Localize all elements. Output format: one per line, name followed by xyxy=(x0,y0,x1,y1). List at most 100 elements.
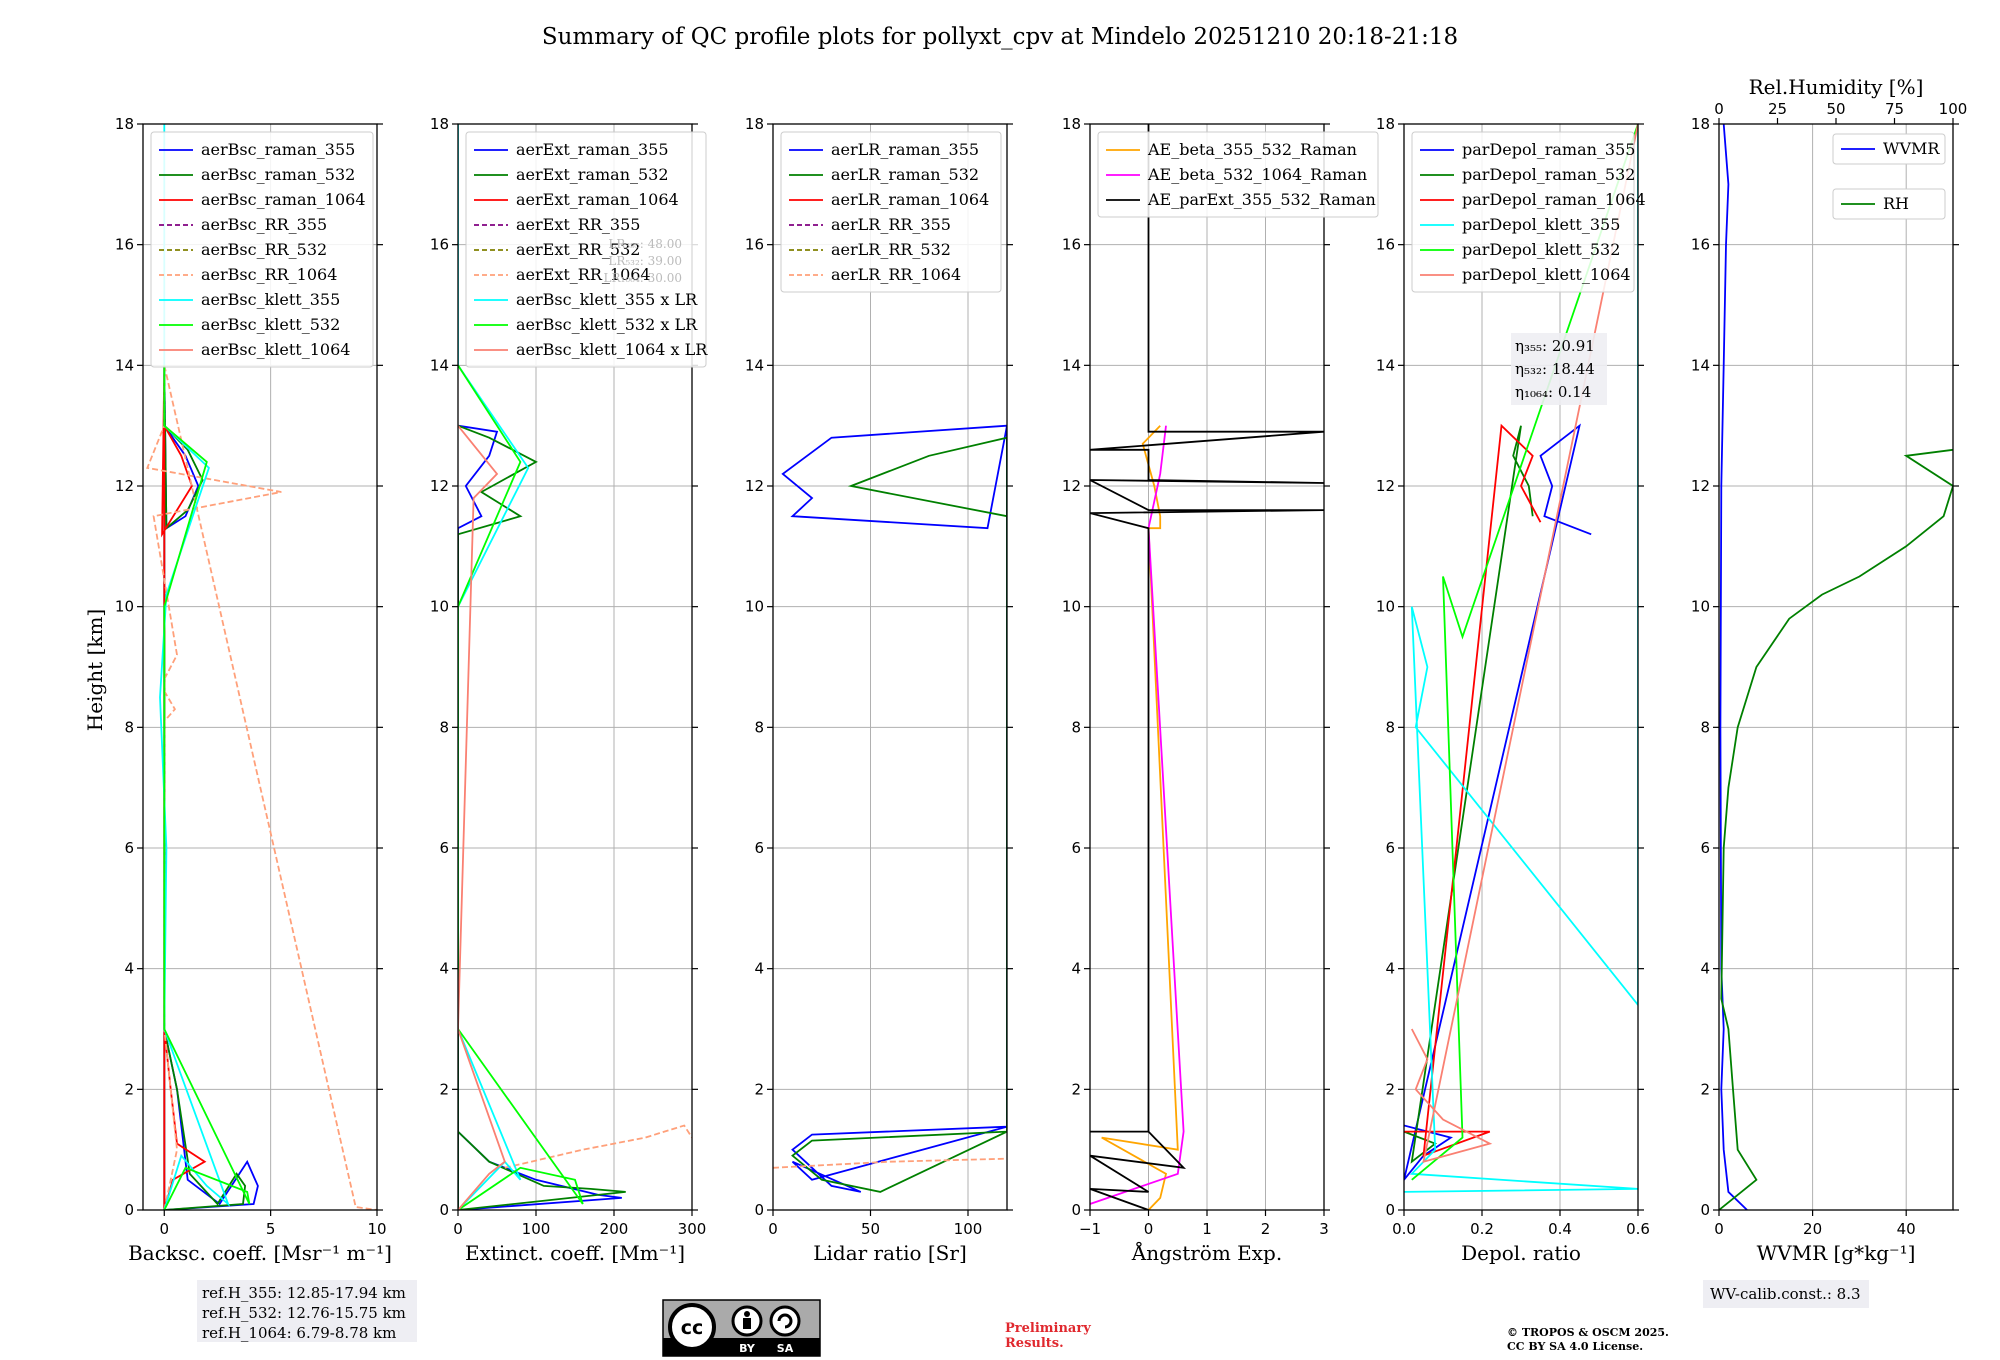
series-line-aerBsc_klett_355 xyxy=(159,124,231,1210)
x-tick-label: 0.0 xyxy=(1392,1220,1416,1238)
y-tick-label: 8 xyxy=(1071,718,1081,736)
y-tick-label: 18 xyxy=(430,115,449,133)
top-tick-label: 100 xyxy=(1939,100,1968,118)
legend-angstrom: AE_beta_355_532_Raman AE_beta_532_1064_Ra… xyxy=(1097,131,1379,218)
legend-label: aerBsc_raman_1064 xyxy=(201,190,366,209)
legend-backscatter: aerBsc_raman_355 aerBsc_raman_532 aerBsc_r… xyxy=(150,131,374,368)
legend-box xyxy=(1832,133,1946,165)
legend-label: aerBsc_klett_532 xyxy=(201,315,340,334)
legend-box xyxy=(1097,131,1379,218)
x-tick-label: 40 xyxy=(1897,1220,1916,1238)
y-axis-label: Height [km] xyxy=(83,609,107,731)
series-line-RH xyxy=(1719,448,1953,1210)
annotation-text: η₃₅₅: 20.91 xyxy=(1515,337,1595,355)
y-tick-label: 6 xyxy=(1385,839,1395,857)
axes-frame xyxy=(1403,123,1639,1211)
y-tick-label: 18 xyxy=(745,115,764,133)
sa-label: SA xyxy=(777,1342,794,1355)
series-line-aerLR_RR_1064 xyxy=(773,1157,1007,1169)
legend-label: aerExt_RR_532 xyxy=(516,240,640,259)
legend-label: aerLR_raman_355 xyxy=(831,140,979,159)
legend-label: aerBsc_raman_532 xyxy=(201,165,355,184)
annotation-text: LR₃₅₅: 48.00 xyxy=(608,237,682,251)
series-line-aerExt_RR_1064 xyxy=(504,1124,692,1169)
legend-label: RH xyxy=(1883,194,1909,213)
annotation-box xyxy=(1511,333,1607,405)
panel-depol: 0 2 4 6 8 10 12 14 16 18 0.0 0.2 0.4 0.6 Depol. ratio p… xyxy=(1376,115,1650,1265)
series-line-parDepol_klett_532 xyxy=(1411,124,1638,1181)
y-tick-label: 14 xyxy=(115,356,134,374)
top-tick-label: 75 xyxy=(1885,100,1904,118)
y-tick-label: 18 xyxy=(1062,115,1081,133)
legend-label: parDepol_klett_355 xyxy=(1462,215,1620,234)
legend-label: aerExt_RR_1064 xyxy=(516,265,651,284)
x-tick-label: 1 xyxy=(1202,1220,1212,1238)
x-tick-label: 5 xyxy=(266,1220,276,1238)
y-tick-label: 18 xyxy=(1691,115,1710,133)
series-line-aerBsc_raman_355 xyxy=(163,365,259,1210)
legend-label: AE_beta_355_532_Raman xyxy=(1147,140,1357,159)
cc-license-badge: cc BY SA xyxy=(662,1299,821,1357)
panel-backscatter: 0 2 4 6 8 10 12 14 16 18 0 5 10 Backsc. coeff. [Msr⁻¹… xyxy=(115,115,392,1265)
legend-entry-RH: RH xyxy=(1832,188,1946,220)
x-tick-label: 0 xyxy=(1714,1220,1724,1238)
y-tick-label: 16 xyxy=(745,236,764,254)
series-line-parDepol_raman_1064 xyxy=(1404,423,1542,1158)
copyright-line-1: © TROPOS & OSCM 2025. xyxy=(1507,1326,1669,1339)
y-tick-label: 2 xyxy=(1071,1080,1081,1098)
ref-height-355: ref.H_355: 12.85-17.94 km xyxy=(202,1284,406,1302)
x-tick-label: 20 xyxy=(1803,1220,1822,1238)
legend-label: aerBsc_RR_355 xyxy=(201,215,327,234)
x-tick-label: 50 xyxy=(861,1220,880,1238)
wv-calib-constant: WV-calib.const.: 8.3 xyxy=(1710,1285,1861,1303)
panel-lidar_ratio: 0 2 4 6 8 10 12 14 16 18 0 50 100 Lidar ratio [Sr] aer… xyxy=(745,115,1013,1265)
figure-title: Summary of QC profile plots for pollyxt_… xyxy=(542,24,1458,50)
y-tick-label: 4 xyxy=(1071,960,1081,978)
y-tick-label: 12 xyxy=(1062,477,1081,495)
series-group-lidar_ratio xyxy=(773,424,1007,1193)
legend-label: aerExt_raman_1064 xyxy=(516,190,679,209)
legend-label: parDepol_klett_1064 xyxy=(1462,265,1631,284)
legend-label: aerLR_RR_532 xyxy=(831,240,951,259)
y-tick-label: 0 xyxy=(124,1201,134,1219)
x-axis-label: Lidar ratio [Sr] xyxy=(813,1241,967,1265)
legend-label: aerLR_RR_355 xyxy=(831,215,951,234)
y-tick-label: 8 xyxy=(754,718,764,736)
y-tick-label: 0 xyxy=(439,1201,449,1219)
legend-label: aerExt_raman_355 xyxy=(516,140,669,159)
ref-height-532: ref.H_532: 12.76-15.75 km xyxy=(202,1304,406,1322)
x-axis-label: Depol. ratio xyxy=(1461,1241,1581,1265)
y-tick-label: 2 xyxy=(1700,1080,1710,1098)
series-line-aerBsc_raman_532 xyxy=(163,365,247,1210)
series-group-angstrom xyxy=(1090,124,1324,1210)
top-tick-label: 50 xyxy=(1826,100,1845,118)
y-tick-label: 6 xyxy=(124,839,134,857)
y-tick-label: 12 xyxy=(745,477,764,495)
legend-label: WVMR xyxy=(1883,139,1940,158)
x-tick-label: 0 xyxy=(1144,1220,1154,1238)
preliminary-label: Preliminary xyxy=(1005,1321,1091,1336)
preliminary-label-2: Results. xyxy=(1005,1336,1064,1351)
y-tick-label: 0 xyxy=(1700,1201,1710,1219)
legend-entry-WVMR: WVMR xyxy=(1832,133,1946,165)
y-tick-label: 0 xyxy=(1385,1201,1395,1219)
y-tick-label: 10 xyxy=(745,598,764,616)
series-line-aerLR_raman_532 xyxy=(791,436,1007,1193)
legend-label: aerBsc_RR_532 xyxy=(201,240,327,259)
legend-label: aerBsc_raman_355 xyxy=(201,140,355,159)
series-group-depol xyxy=(1404,124,1638,1193)
y-tick-label: 2 xyxy=(439,1080,449,1098)
series-line-AE_beta_355_532_Raman xyxy=(1101,425,1179,1210)
y-tick-label: 12 xyxy=(430,477,449,495)
legend-label: parDepol_klett_532 xyxy=(1462,240,1620,259)
series-group-wvmr xyxy=(1719,124,1953,1210)
y-tick-label: 16 xyxy=(430,236,449,254)
y-tick-label: 8 xyxy=(439,718,449,736)
x-tick-label: 100 xyxy=(954,1220,983,1238)
cc-logo-icon xyxy=(668,1303,716,1351)
x-axis-label: Backsc. coeff. [Msr⁻¹ m⁻¹] xyxy=(128,1241,392,1265)
wv-calibration-note: WV-calib.const.: 8.3 xyxy=(1703,1280,1869,1308)
annotation-text: η₅₃₂: 18.44 xyxy=(1515,360,1595,378)
